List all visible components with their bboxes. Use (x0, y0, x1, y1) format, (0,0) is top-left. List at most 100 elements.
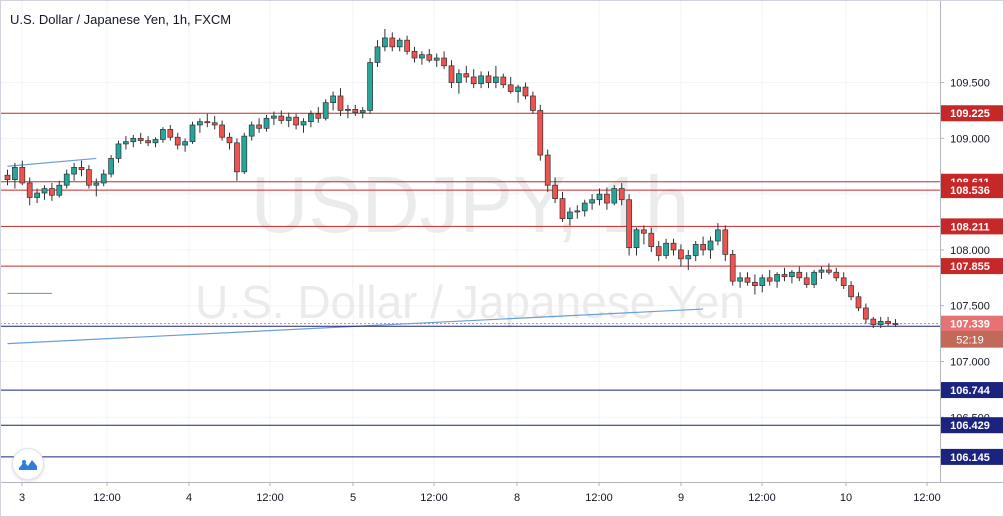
candle (26, 177, 33, 206)
candle (49, 182, 55, 201)
candle (766, 270, 773, 286)
candle-body-down (204, 121, 211, 124)
time-tick-label: 9 (678, 492, 684, 504)
candle (271, 111, 277, 125)
candle (337, 88, 344, 117)
time-tick-label: 5 (350, 492, 356, 504)
candle (293, 113, 299, 130)
countdown-badge (941, 331, 1003, 348)
candle-body-up (300, 121, 307, 126)
grid (0, 0, 940, 482)
candle (892, 319, 899, 327)
candle (189, 121, 196, 144)
candle (493, 65, 499, 89)
candle-body-up (330, 95, 336, 103)
candle (678, 244, 684, 267)
candle-body-up (759, 277, 766, 286)
candle-body-down (641, 229, 647, 234)
candle-body-down (145, 140, 151, 144)
candle (308, 110, 314, 128)
price-level-badge (941, 382, 1003, 399)
candle (226, 132, 233, 150)
candle (722, 225, 729, 262)
candle-body-up (419, 54, 425, 59)
price-levels (0, 112, 940, 458)
candle-body-down (678, 249, 684, 260)
candle-body-down (4, 174, 11, 180)
time-tick-label: 3 (19, 492, 25, 504)
price-tick-label: 107.000 (950, 357, 990, 369)
candle (574, 205, 581, 219)
candle (840, 272, 847, 289)
candle-body-up (93, 182, 100, 186)
candle-body-down (234, 142, 240, 173)
time-tick-label: 12:00 (256, 492, 284, 504)
candle (145, 136, 151, 147)
candle (241, 132, 248, 175)
candle (833, 267, 840, 282)
candle-body-up (115, 143, 122, 159)
candle (389, 32, 396, 52)
candle (19, 160, 26, 186)
candle-body-down (670, 242, 677, 251)
candle-body-down (463, 73, 470, 78)
candle-body-up (367, 62, 373, 111)
candle-body-up (152, 139, 159, 144)
time-tick-label: 12:00 (913, 492, 941, 504)
candle (604, 187, 610, 210)
tradingview-logo-icon[interactable] (12, 448, 44, 480)
candle (774, 272, 780, 288)
candle (204, 113, 211, 128)
candle-body-down (744, 277, 751, 283)
candle (300, 118, 307, 133)
candle-body-up (685, 255, 692, 260)
current-price-badge (941, 315, 1003, 332)
candle (93, 178, 100, 197)
candle (567, 207, 573, 226)
time-axis[interactable]: 3 12:00 4 12:00 5 12:00 8 12:00 9 12:00 10 12:00 (19, 482, 941, 504)
candle-body-up (71, 167, 77, 175)
candle-body-down (752, 281, 758, 286)
candle-body-up (692, 243, 699, 256)
candle (855, 292, 862, 312)
candle-body-down (278, 115, 285, 121)
candle (160, 127, 166, 143)
candle (544, 149, 551, 192)
price-level-label: 107.855 (950, 261, 990, 273)
candle-body-up (574, 210, 581, 213)
candle (463, 65, 470, 83)
candle-body-up (100, 173, 107, 184)
time-tick-label: 8 (514, 492, 520, 504)
candle-body-up (182, 141, 188, 146)
candle-body-down (485, 75, 492, 83)
candle (182, 138, 188, 152)
candle (752, 274, 758, 295)
candle (234, 138, 240, 181)
candle-body-down (219, 124, 225, 138)
candle (692, 241, 699, 262)
candle (4, 169, 11, 186)
time-tick-label: 12:00 (93, 492, 121, 504)
candle-body-up (285, 116, 292, 121)
price-level-badge (941, 218, 1003, 235)
time-axis-background (0, 482, 1004, 517)
price-level-badge (941, 417, 1003, 434)
candle (285, 112, 292, 128)
candle-body-up (589, 199, 595, 204)
candle-body-down (626, 199, 632, 249)
candle (100, 169, 107, 187)
price-tick-label: 109.000 (950, 133, 990, 145)
candle (759, 274, 766, 293)
candle (700, 236, 706, 256)
candle (152, 137, 159, 148)
candle-body-down (848, 285, 854, 298)
price-level-badge (941, 182, 1003, 199)
candle-body-down (530, 95, 536, 111)
candle-body-down (507, 84, 514, 92)
candle-body-down (833, 271, 840, 279)
candle (174, 132, 181, 150)
candle (448, 60, 455, 89)
candle-body-up (12, 167, 18, 180)
